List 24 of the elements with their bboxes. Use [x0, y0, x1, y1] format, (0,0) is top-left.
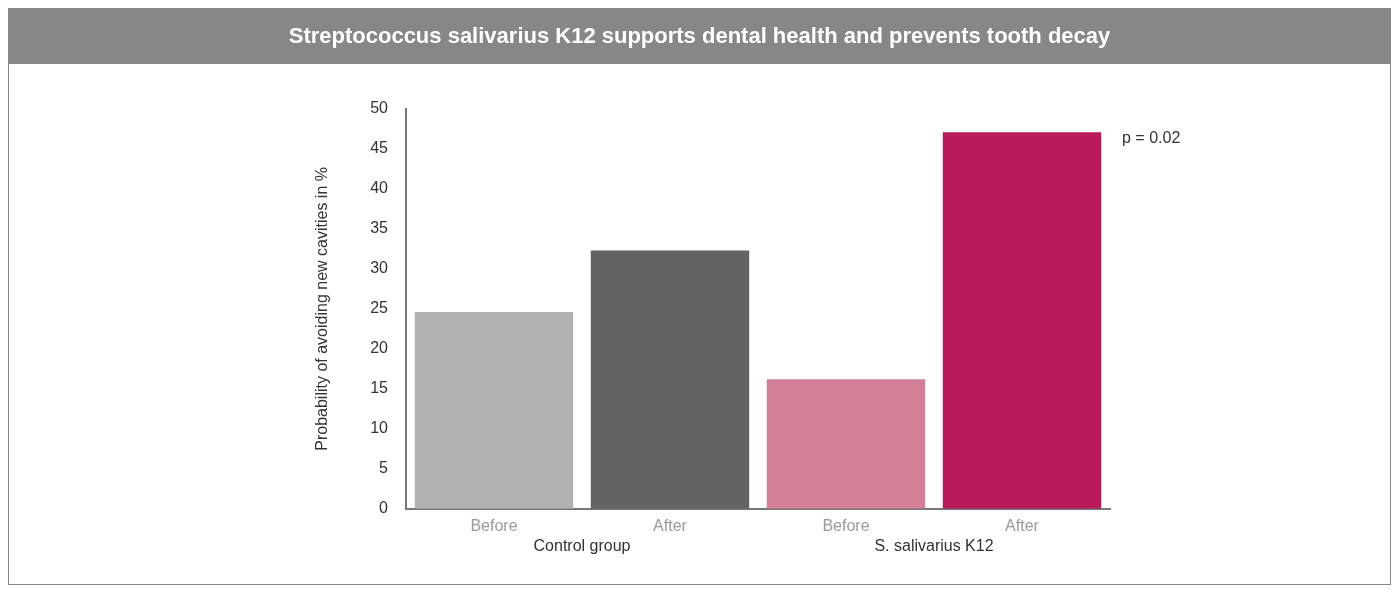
y-tick-label: 0	[379, 499, 389, 517]
text: Control group	[533, 537, 631, 555]
bar	[414, 312, 574, 509]
y-tick-label: 40	[370, 179, 389, 197]
y-axis-title: Probability of avoiding new cavities in %	[313, 167, 331, 451]
y-tick-label: 45	[370, 139, 389, 157]
x-tick-label: Before	[470, 516, 518, 534]
y-tick-label: 30	[370, 259, 389, 277]
x-tick-label: After	[1005, 516, 1040, 534]
bar	[942, 132, 1102, 509]
x-tick-label: After	[653, 516, 688, 534]
y-tick-label: 25	[370, 299, 389, 317]
y-tick-label: 20	[370, 339, 389, 357]
x-tick-label: Before	[822, 516, 870, 534]
y-tick-label: 15	[370, 379, 389, 397]
text: S. salivarius K12	[874, 537, 994, 555]
text: p = 0.02	[1122, 129, 1181, 147]
bar	[590, 250, 750, 509]
y-tick-label: 50	[370, 99, 389, 117]
y-tick-label: 35	[370, 219, 389, 237]
bar	[766, 379, 926, 509]
y-tick-label: 10	[370, 419, 389, 437]
chart-title: Streptococcus salivarius K12 supports dental health and prevents tooth decay	[9, 8, 1390, 64]
y-tick-label: 5	[379, 459, 389, 477]
